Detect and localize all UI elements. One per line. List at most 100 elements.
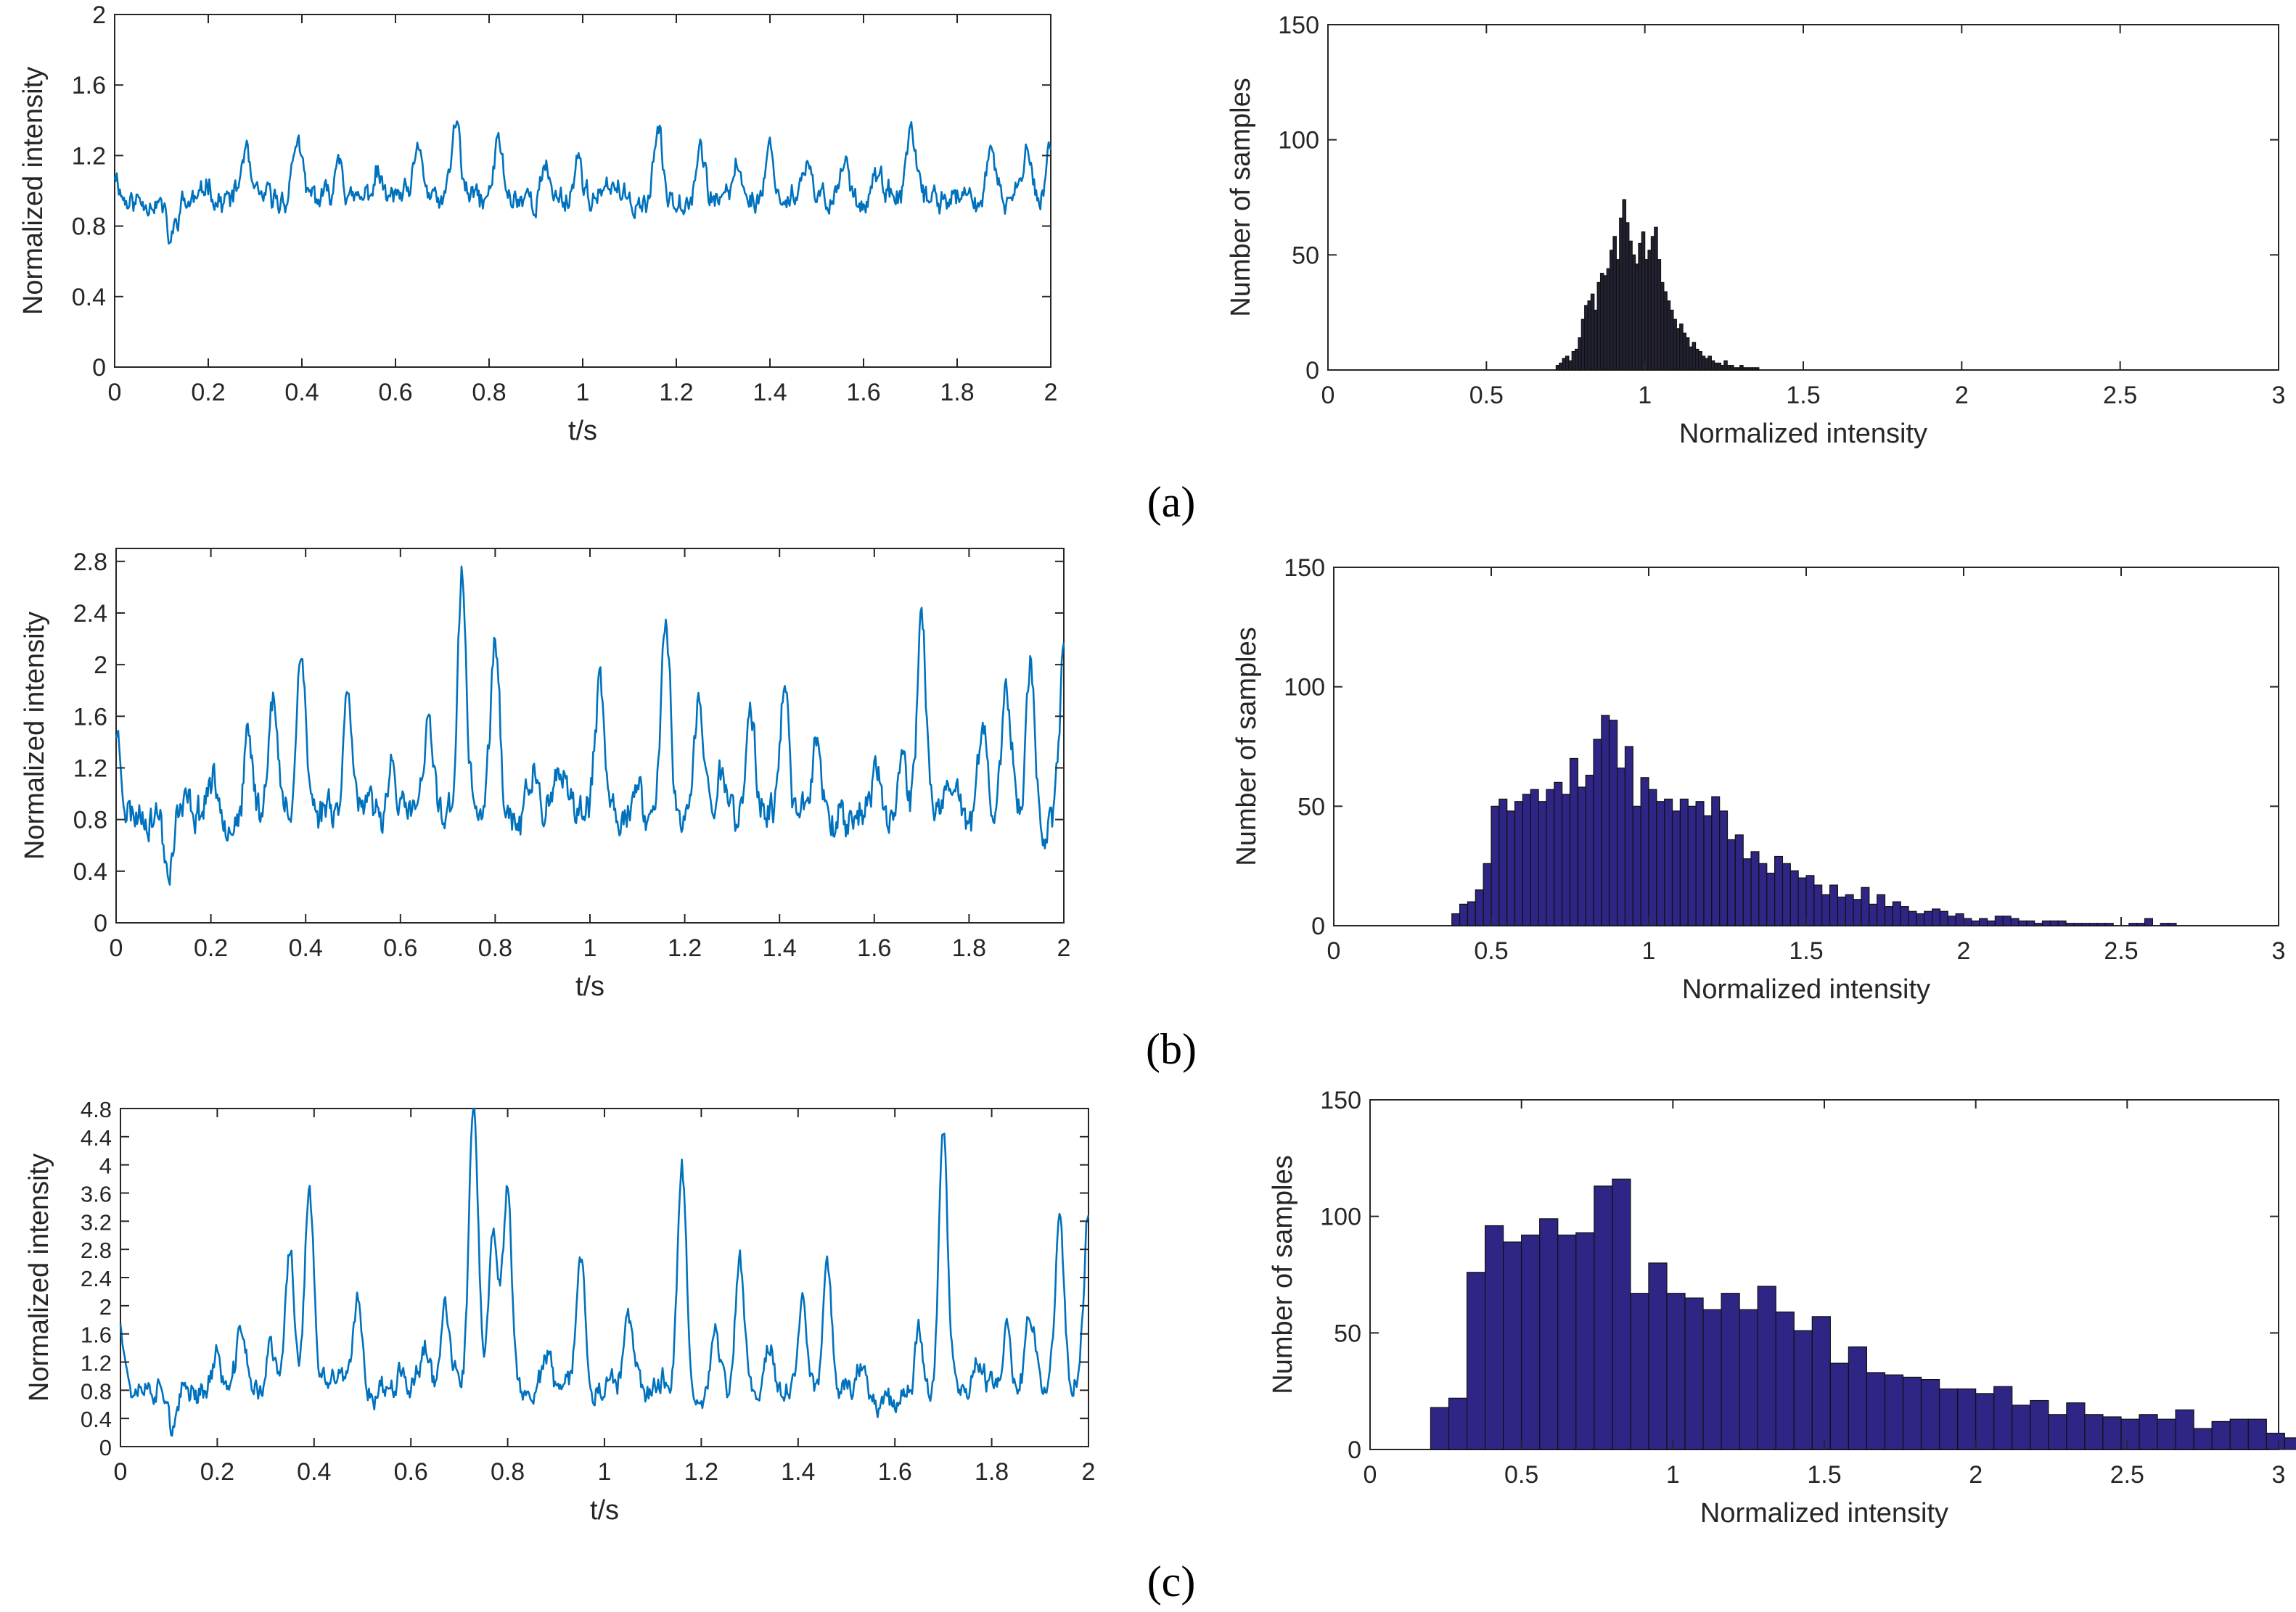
histogram-bar: [1451, 913, 1461, 926]
histogram-bar: [1557, 1234, 1577, 1450]
x-tick-label: 1: [1642, 937, 1656, 965]
histogram-bar: [1654, 226, 1658, 371]
y-axis-label: Number of samples: [1231, 627, 1262, 865]
x-axis-label: t/s: [590, 1495, 619, 1526]
histogram-bar: [1612, 1178, 1631, 1450]
histogram-bar: [1644, 259, 1649, 371]
histogram-bar: [1975, 1393, 1995, 1450]
x-tick-label: 0.6: [383, 934, 417, 962]
y-tick-label: 0.4: [81, 1407, 112, 1432]
histogram-bar: [1530, 789, 1539, 926]
y-tick-label: 0: [1311, 913, 1325, 940]
histogram-bar: [1569, 757, 1578, 926]
histogram-bar: [2157, 1418, 2176, 1450]
histogram-bar: [1853, 899, 1862, 926]
x-tick-label: 1.6: [846, 379, 880, 406]
panel-label-a: (a): [1147, 478, 1196, 526]
histogram-bar: [1861, 887, 1870, 926]
histogram-bar: [1609, 720, 1618, 926]
histogram-bar: [1606, 268, 1611, 371]
y-tick-label: 2.8: [81, 1238, 112, 1263]
histogram-bar: [1673, 318, 1677, 371]
histogram-bar: [2120, 1418, 2140, 1450]
y-tick-label: 100: [1320, 1204, 1361, 1231]
histogram-bar: [1845, 894, 1854, 926]
histogram-bar: [1671, 810, 1681, 926]
histogram-bar: [1805, 875, 1815, 926]
axes-box: [1333, 567, 2279, 926]
y-tick-label: 4: [99, 1154, 112, 1179]
histogram-bar: [2026, 920, 2035, 926]
histogram-bar: [1758, 863, 1768, 926]
histogram-bar: [1466, 1272, 1486, 1450]
histogram-bar: [2041, 920, 2051, 926]
x-tick-label: 0.4: [289, 934, 323, 962]
histogram-bar: [1666, 1293, 1686, 1450]
histogram-bar: [1793, 1330, 1813, 1450]
histogram-bar: [1745, 367, 1750, 371]
histogram-bar: [1720, 365, 1725, 371]
y-tick-label: 100: [1278, 127, 1319, 155]
histogram-bar: [1719, 810, 1729, 926]
x-tick-label: 3: [2272, 1461, 2286, 1489]
histogram-bar: [2102, 1416, 2122, 1450]
histogram-bar: [1723, 360, 1728, 371]
histogram-bar: [1584, 305, 1588, 371]
y-tick-label: 50: [1292, 242, 1319, 269]
histogram-bar: [2160, 923, 2169, 926]
x-tick-label: 2: [1969, 1461, 1983, 1489]
y-tick-label: 0.4: [72, 284, 106, 311]
histogram-bar: [1829, 1362, 1849, 1450]
histogram-bar: [1689, 346, 1693, 371]
histogram-bar: [2065, 923, 2075, 926]
x-tick-label: 0: [110, 934, 123, 962]
histogram-bar: [1647, 250, 1652, 371]
histogram-bar: [2018, 920, 2028, 926]
time-series-c-plot: 0 0.2 0.4 0.6 0.8 1 1.2 1.4 1.6 1.8 200.40.81.21.6…: [24, 1097, 1095, 1526]
x-tick-label: 2: [1057, 934, 1071, 962]
y-tick-label: 0: [1348, 1436, 1361, 1464]
histogram-bar: [1829, 884, 1839, 926]
histogram-bar: [2057, 920, 2067, 926]
histogram-bar: [1650, 236, 1655, 371]
histogram-bar: [1774, 855, 1784, 926]
histogram-bar: [2089, 923, 2099, 926]
x-tick-label: 2.5: [2104, 937, 2138, 965]
y-tick-label: 2.4: [73, 600, 107, 628]
y-tick-label: 2.8: [73, 548, 107, 576]
x-tick-label: 1.4: [763, 934, 797, 962]
histogram-bar: [1615, 259, 1620, 371]
histogram-bar: [1503, 1241, 1522, 1450]
histogram-bar: [1498, 798, 1508, 926]
y-tick-label: 150: [1320, 1087, 1361, 1114]
x-axis-label: t/s: [575, 971, 604, 1002]
y-tick-label: 2: [92, 1, 106, 29]
x-tick-label: 2: [1957, 937, 1971, 965]
histogram-bar: [2073, 923, 2083, 926]
histogram-bar: [1924, 910, 1933, 926]
y-tick-label: 50: [1297, 793, 1325, 821]
histogram-bar: [1459, 903, 1469, 926]
histogram-bar: [1538, 801, 1547, 926]
time-series-a-plot: 0 0.2 0.4 0.6 0.8 1 1.2 1.4 1.6 1.8 2 0 0.4 0.8 1.2 1.6…: [18, 1, 1057, 446]
x-tick-label: 0.6: [394, 1458, 428, 1486]
y-tick-label: 1.6: [72, 72, 106, 99]
histogram-bar: [1648, 789, 1657, 926]
histogram-bar: [1679, 798, 1689, 926]
histogram-bar: [1632, 805, 1641, 926]
x-tick-label: 0: [1327, 937, 1341, 965]
histogram-bar: [1679, 323, 1684, 371]
histogram-bar: [1703, 815, 1713, 926]
histogram-bar: [1884, 1374, 1904, 1450]
histogram-bar: [1757, 1286, 1776, 1450]
histogram-bar: [1701, 355, 1706, 371]
x-tick-label: 1.5: [1786, 382, 1820, 409]
y-tick-label: 0: [99, 1435, 112, 1460]
histogram-bar: [1514, 801, 1524, 926]
histogram-bar: [2247, 1418, 2267, 1450]
x-tick-label: 1.8: [975, 1458, 1009, 1486]
x-tick-label: 2: [1955, 382, 1969, 409]
y-tick-label: 0.4: [73, 858, 107, 886]
histogram-bar: [1775, 1311, 1795, 1450]
